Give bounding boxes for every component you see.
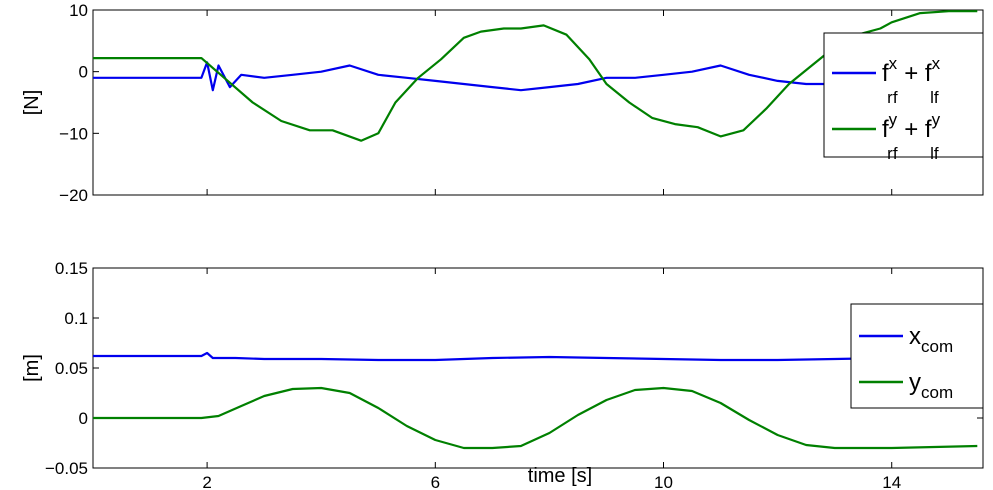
legend-box <box>823 32 984 158</box>
panel-2: 0.15 0.1 0.05 0 −0.05 2 6 10 14 [m] time [s] xcom yc… <box>21 259 984 490</box>
x-tick-label: 2 <box>202 473 211 490</box>
y-tick-label: 0.15 <box>55 259 88 278</box>
y-tick-label: −10 <box>59 124 88 143</box>
y-tick-label: 10 <box>69 1 88 20</box>
y-axis-label: [N] <box>21 90 43 116</box>
x-tick-label: 10 <box>654 473 673 490</box>
y-tick-label: 0 <box>79 409 88 428</box>
legend-label-1: xcom <box>909 323 953 356</box>
y-tick-label: −20 <box>59 186 88 205</box>
y-tick-label: 0 <box>79 63 88 82</box>
y-axis-label: [m] <box>21 354 43 382</box>
legend: xcom ycom <box>850 303 984 409</box>
y-tick-label: 0.05 <box>55 359 88 378</box>
y-tick-label: 0.1 <box>64 309 88 328</box>
x-tick-label: 14 <box>882 473 901 490</box>
legend-label-1: fx rf + fx lf <box>882 54 941 107</box>
legend-label-2: fy rf + fy lf <box>882 110 941 163</box>
legend-label-2: ycom <box>909 369 953 402</box>
series-line-1 <box>93 351 978 362</box>
y-tick-label: −0.05 <box>45 459 88 478</box>
x-axis-label: time [s] <box>528 465 592 487</box>
legend-box <box>850 303 984 409</box>
series-line-1 <box>93 61 852 92</box>
x-tick-label: 6 <box>431 473 440 490</box>
series-line-2 <box>93 386 978 450</box>
